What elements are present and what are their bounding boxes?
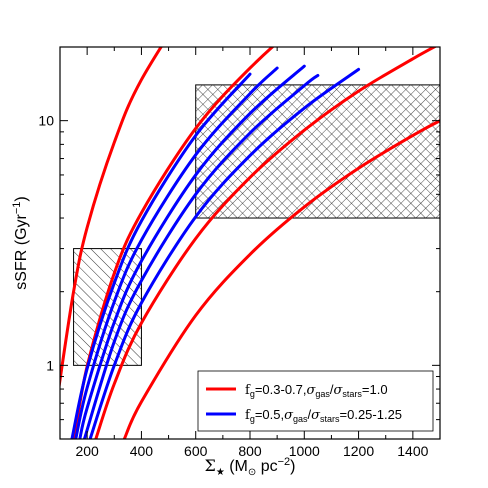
tick-labels: 200 400 600 800 1000 1200 1400 1 10 — [38, 113, 428, 459]
ticks — [60, 46, 441, 439]
x-tick-label: 1200 — [343, 443, 374, 459]
x-tick-label: 200 — [75, 443, 99, 459]
shaded-region-1 — [73, 248, 142, 366]
legend-label-red: fg=0.3-0.7,σgas/σstars=1.0 — [245, 382, 388, 399]
blue-curve-9 — [88, 67, 361, 439]
legend-box — [197, 370, 434, 432]
x-axis-title: Σ★ (M⊙ pc−2) — [205, 456, 296, 478]
blue-curve-7 — [78, 64, 306, 439]
red-curve-1 — [60, 47, 163, 390]
y-tick-label: 1 — [46, 357, 54, 373]
red-curve-4 — [122, 119, 440, 439]
blue-curve-8 — [82, 73, 320, 439]
legend: fg=0.3-0.7,σgas/σstars=1.0 fg=0.5,σgas/σ… — [197, 370, 434, 432]
blue-curve-6 — [74, 66, 279, 439]
legend-label-blue: fg=0.5,σgas/σstars=0.25-1.25 — [245, 407, 402, 424]
x-tick-label: 1000 — [289, 443, 320, 459]
x-tick-label: 600 — [184, 443, 208, 459]
blue-curve-5 — [70, 72, 252, 439]
red-curve-3 — [94, 47, 438, 439]
y-axis-title: sSFR (Gyr−1) — [11, 196, 30, 289]
x-tick-label: 800 — [238, 443, 262, 459]
x-tick-label: 1400 — [397, 443, 428, 459]
curves — [60, 47, 440, 439]
x-tick-label: 400 — [130, 443, 154, 459]
y-tick-label: 10 — [38, 113, 54, 129]
